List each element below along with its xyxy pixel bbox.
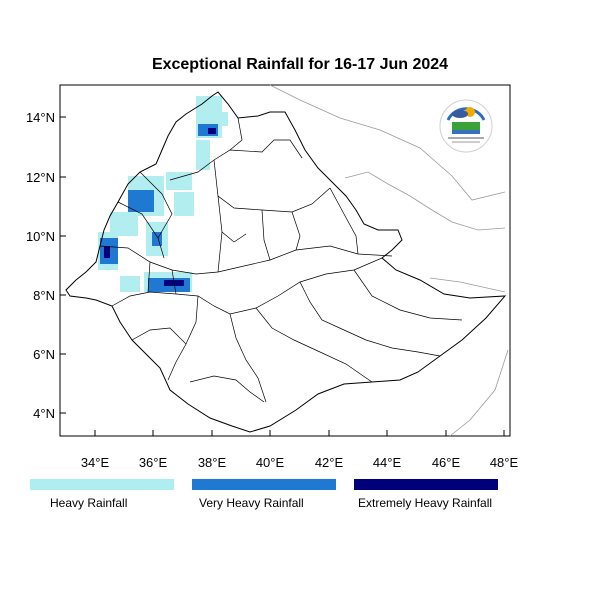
y-tick-label: 14°N: [26, 110, 55, 125]
legend-swatch-very-heavy: [192, 479, 336, 490]
y-tick-label: 6°N: [33, 347, 55, 362]
y-tick-label: 10°N: [26, 229, 55, 244]
logo-emblem: [439, 99, 493, 153]
x-tick-label: 34°E: [81, 455, 110, 470]
x-tick-label: 40°E: [256, 455, 285, 470]
legend-swatch-extremely-heavy: [354, 479, 498, 490]
legend-label-extremely-heavy: Extremely Heavy Rainfall: [358, 496, 493, 510]
y-tick-label: 12°N: [26, 170, 55, 185]
map-frame: [59, 84, 511, 437]
neighbor-borders: [269, 84, 509, 437]
x-tick-label: 42°E: [315, 455, 344, 470]
x-axis-ticks: [94, 430, 505, 436]
x-tick-label: 46°E: [432, 455, 461, 470]
y-tick-label: 8°N: [33, 288, 55, 303]
x-tick-label: 36°E: [139, 455, 168, 470]
legend-label-very-heavy: Very Heavy Rainfall: [199, 496, 304, 510]
admin-borders: [99, 117, 463, 403]
x-tick-label: 44°E: [373, 455, 402, 470]
x-tick-label: 38°E: [198, 455, 227, 470]
y-tick-label: 4°N: [33, 406, 55, 421]
y-axis-ticks: [60, 116, 66, 414]
map-title: Exceptional Rainfall for 16-17 Jun 2024: [151, 56, 449, 73]
legend-swatch-heavy: [30, 479, 174, 490]
legend-label-heavy: Heavy Rainfall: [50, 496, 128, 510]
x-tick-label: 48°E: [490, 455, 519, 470]
ethiopia-outline: [65, 91, 507, 433]
